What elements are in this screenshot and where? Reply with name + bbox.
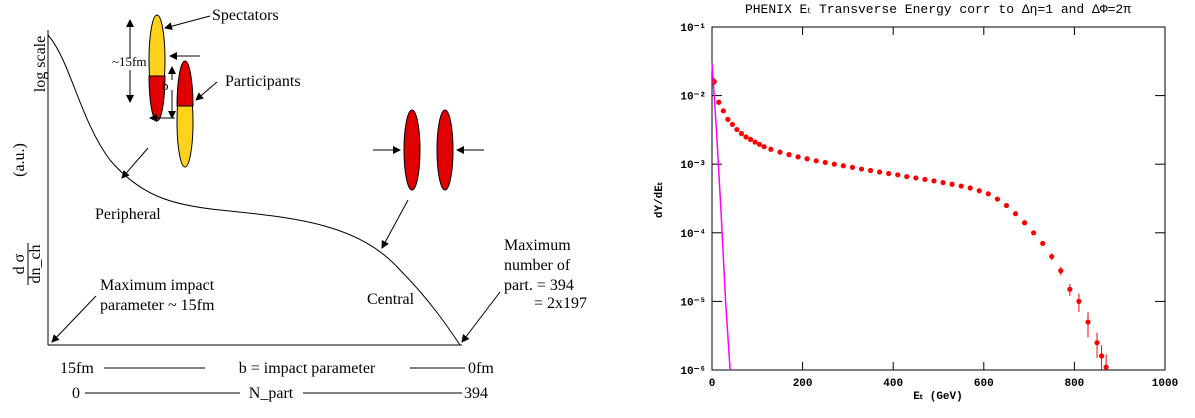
point — [804, 156, 810, 162]
point — [922, 176, 928, 183]
point — [1076, 298, 1082, 304]
curve — [711, 62, 731, 371]
point — [786, 152, 792, 158]
point — [725, 116, 731, 122]
plot-frame — [711, 26, 1166, 371]
participant-zone — [148, 75, 166, 122]
point — [940, 179, 946, 186]
point — [795, 154, 801, 160]
point — [1031, 230, 1037, 236]
point — [877, 169, 883, 175]
point — [729, 121, 735, 128]
arrows — [51, 15, 501, 343]
chart: PHENIX Eₜ Transverse Energy corr to Δη=1… — [654, 2, 1178, 403]
point — [738, 130, 745, 137]
point — [949, 181, 955, 187]
point — [1085, 319, 1091, 325]
x-tick-label: 0 — [709, 378, 716, 390]
point — [756, 141, 763, 147]
label: 15fm — [60, 360, 94, 377]
y-tick-label: 10⁻¹ — [680, 23, 706, 35]
x-axis-label: Eₜ (GeV) — [913, 391, 962, 403]
label: dn_ch — [27, 244, 44, 283]
point — [1067, 286, 1073, 292]
point — [904, 173, 910, 180]
point — [743, 134, 749, 140]
point — [720, 108, 726, 114]
point — [994, 196, 1000, 202]
point — [913, 175, 919, 181]
point — [747, 136, 754, 142]
point — [1040, 240, 1046, 247]
point — [967, 185, 973, 191]
point — [867, 167, 874, 174]
point — [1058, 268, 1064, 274]
point — [895, 172, 901, 178]
point — [1098, 353, 1105, 359]
label: Spectators — [212, 7, 279, 24]
point — [1094, 340, 1100, 346]
x-tick-label: 200 — [793, 378, 813, 390]
nucleus — [403, 109, 421, 191]
point — [1021, 220, 1028, 226]
y-tick-label: 10⁻³ — [680, 160, 706, 172]
label: ~15fm — [112, 54, 146, 69]
x-tick-label: 800 — [1064, 378, 1084, 390]
label: Participants — [225, 73, 301, 90]
point — [849, 164, 856, 170]
label: Maximum — [504, 237, 571, 254]
point — [822, 159, 828, 166]
label: N_part — [249, 385, 294, 402]
y-tick-label: 10⁻⁴ — [680, 229, 706, 241]
y-tick-label: 10⁻² — [680, 92, 706, 104]
point — [886, 170, 892, 177]
point — [958, 183, 964, 189]
point — [858, 166, 865, 172]
chart-title: PHENIX Eₜ Transverse Energy corr to Δη=1… — [745, 2, 1131, 17]
point — [777, 149, 783, 155]
label: 0 — [72, 385, 80, 402]
point — [976, 188, 982, 194]
y-tick-label: 10⁻⁵ — [680, 297, 706, 309]
point — [1003, 202, 1010, 209]
point — [1049, 253, 1055, 260]
point — [1012, 211, 1019, 217]
y-tick-label: 10⁻⁶ — [680, 366, 706, 378]
label: number of — [504, 257, 571, 274]
x-tick-label: 400 — [883, 378, 903, 390]
point — [768, 146, 774, 152]
label: parameter ~ 15fm — [100, 297, 215, 314]
label: d σ — [11, 253, 28, 274]
diagram — [27, 14, 501, 394]
label: 0fm — [468, 360, 494, 377]
x-tick-label: 1000 — [1152, 378, 1178, 390]
point — [840, 163, 846, 169]
participant-zone — [176, 60, 194, 107]
point — [813, 158, 819, 164]
label: Maximum impact — [100, 277, 215, 294]
label: (a.u.) — [11, 143, 28, 177]
point — [734, 126, 740, 133]
point — [716, 99, 722, 105]
label: 394 — [464, 385, 488, 402]
point — [1103, 364, 1109, 370]
label: b = impact parameter — [239, 360, 376, 377]
curve — [47, 34, 461, 346]
label: Peripheral — [95, 206, 161, 223]
x-tick-label: 600 — [974, 378, 994, 390]
point — [761, 144, 767, 150]
y-axis-label: dY/dEₜ — [654, 182, 666, 218]
label: log scale — [32, 36, 49, 92]
point — [985, 191, 991, 197]
point — [831, 161, 837, 167]
point — [752, 139, 758, 145]
point — [931, 178, 937, 184]
diagram-text: Spectators ~15fm Participants b log scal… — [11, 7, 587, 402]
label: part. = 394 — [504, 277, 574, 294]
nucleus — [436, 109, 454, 191]
label: b — [162, 78, 169, 93]
label: Central — [367, 291, 415, 308]
label: = 2x197 — [534, 295, 587, 312]
